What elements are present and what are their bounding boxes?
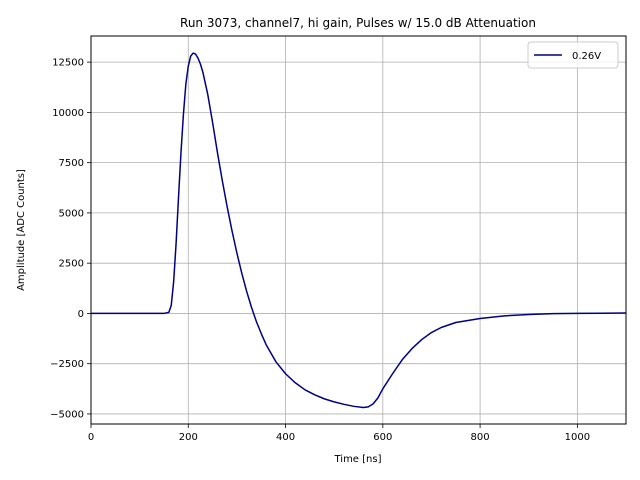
y-tick-label: 12500: [52, 58, 84, 69]
x-tick-label: 400: [276, 432, 295, 443]
x-axis-label: Time [ns]: [333, 454, 381, 465]
legend-box: [527, 41, 619, 69]
y-tick-label: −2500: [50, 359, 84, 370]
legend: 0.26V: [527, 41, 619, 69]
y-axis-ticks: −5000 −2500 0 2500 5000 7500 10000 12500: [50, 58, 91, 420]
plot-area: [91, 36, 626, 424]
series-lines: [91, 52, 627, 409]
y-tick-label: 5000: [59, 208, 84, 219]
x-axis-ticks: 0 200 400 600 800 1000: [88, 424, 590, 443]
y-tick-label: 0: [78, 309, 84, 320]
plot-frame: [90, 35, 627, 425]
y-tick-label: 7500: [59, 158, 84, 169]
series-line: [91, 52, 627, 409]
x-tick-label: 0: [88, 432, 94, 443]
x-tick-label: 200: [179, 432, 198, 443]
y-tick-label: 10000: [52, 108, 84, 119]
y-tick-label: 2500: [59, 259, 84, 270]
x-tick-label: 600: [373, 432, 392, 443]
x-tick-label: 1000: [565, 432, 590, 443]
y-tick-label: −5000: [50, 409, 84, 420]
chart-title: Run 3073, channel7, hi gain, Pulses w/ 1…: [180, 16, 536, 30]
legend-label: 0.26V: [572, 51, 601, 62]
y-axis-label: Amplitude [ADC Counts]: [16, 169, 27, 291]
x-tick-label: 800: [471, 432, 490, 443]
